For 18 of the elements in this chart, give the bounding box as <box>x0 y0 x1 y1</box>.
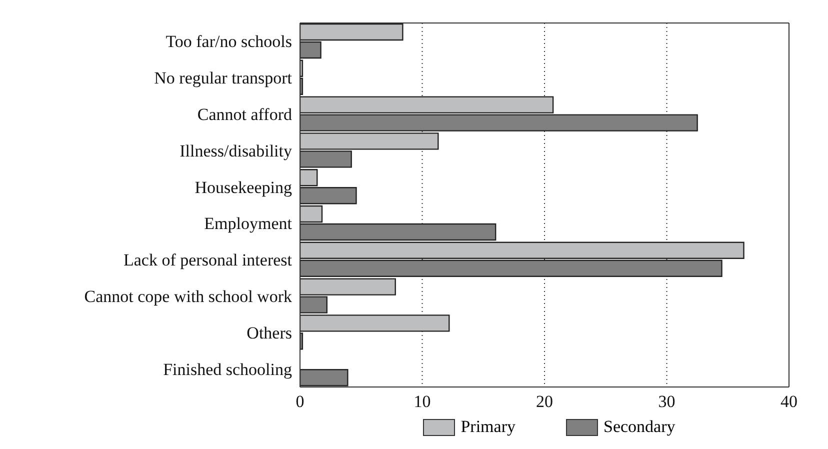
y-tick-label: Cannot cope with school work <box>84 287 292 306</box>
bar <box>300 369 348 386</box>
y-tick-label: No regular transport <box>154 68 292 88</box>
x-tick-label: 30 <box>658 392 676 412</box>
y-tick-label: Too far/no schools <box>166 32 292 52</box>
y-tick-label: Illness/disability <box>180 141 292 160</box>
y-tick-label: Lack of personal interest <box>123 250 292 270</box>
x-tick-label: 20 <box>536 392 553 412</box>
y-tick-label: Housekeeping <box>194 178 292 197</box>
y-tick-label: Finished schooling <box>163 360 292 379</box>
legend-label: Primary <box>460 417 516 437</box>
x-tick-label: 40 <box>780 392 798 412</box>
x-tick-label: 0 <box>296 392 304 412</box>
y-tick-label: Others <box>246 323 292 342</box>
x-tick-label: 10 <box>414 392 431 412</box>
legend-label: Secondary <box>604 417 676 437</box>
y-tick-label: Cannot afford <box>197 105 292 124</box>
y-tick-label: Employment <box>204 214 292 234</box>
